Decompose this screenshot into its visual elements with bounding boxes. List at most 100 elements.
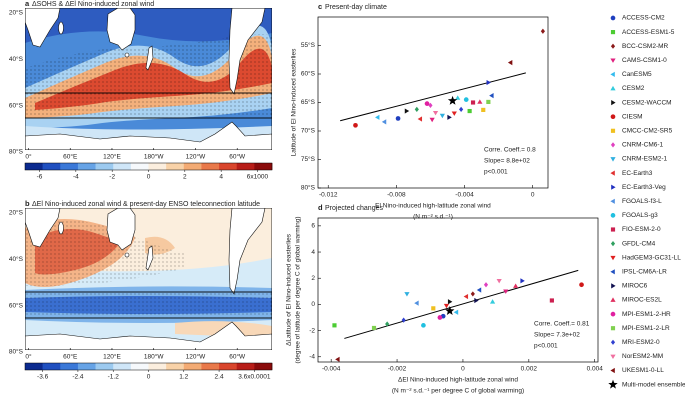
marker	[459, 106, 464, 112]
map-a-field	[25, 8, 272, 150]
x-tick-label: 0.002	[521, 366, 538, 373]
marker	[455, 95, 461, 100]
marker	[463, 293, 469, 300]
x-tick-label: -0.004	[322, 366, 341, 373]
legend-marker	[610, 142, 616, 148]
marker	[437, 315, 443, 320]
marker	[353, 122, 358, 128]
colorbar-segment	[25, 363, 43, 370]
colorbar-segment	[236, 363, 255, 370]
legend-label: MIROC-ES2L	[622, 297, 662, 304]
x-tick-label: 120°W	[186, 153, 206, 161]
x-tick-label: -0.002	[388, 366, 407, 373]
x-axis-label: El Nino-induced high-latitude zonal wind	[375, 203, 491, 210]
marker	[404, 292, 410, 297]
annotation: Corre. Coeff.= 0.81	[534, 321, 590, 328]
panel-title: ΔSOHS & ΔEl Nino-induced zonal wind	[32, 1, 154, 8]
y-tick-label: 60°S	[9, 301, 24, 309]
legend-label: MIROC6	[622, 283, 648, 290]
annotation: p<0.001	[534, 343, 558, 350]
y-tick-label: -2	[309, 327, 315, 334]
marker	[451, 111, 457, 116]
legend-label: CNRM-ESM2-1	[622, 156, 668, 163]
colorbar-segment	[183, 163, 202, 170]
panel-title: Present-day climate	[325, 4, 387, 11]
y-axis-label: Latitude of El Nino-induced easterlies	[291, 48, 298, 156]
colorbar-segment	[201, 363, 220, 370]
x-tick-label: 0	[531, 192, 535, 199]
marker	[477, 99, 483, 104]
x-axis-label: ΔEl Nino-induced high-latitude zonal win…	[398, 377, 518, 384]
y-tick-label: 80°S	[301, 184, 316, 192]
plot-frame	[317, 217, 599, 363]
legend-marker	[610, 297, 616, 302]
legend-marker	[610, 85, 616, 91]
legend-marker	[611, 100, 616, 106]
panel-label: b	[25, 199, 30, 208]
colorbar-tick-label: 4	[219, 174, 223, 181]
marker	[431, 306, 436, 311]
colorbar-segment	[130, 363, 149, 370]
legend-marker	[610, 114, 616, 120]
legend-marker	[610, 157, 616, 162]
legend-label: FIO-ESM-2-0	[622, 226, 661, 233]
legend-marker	[610, 58, 616, 63]
marker	[381, 119, 387, 125]
marker	[486, 99, 491, 105]
legend-label: CESM2-WACCM	[622, 99, 672, 106]
legend-label: HadGEM3-GC31-LL	[622, 254, 681, 261]
legend-marker	[610, 30, 616, 35]
colorbar-segment	[236, 163, 255, 170]
marker	[421, 323, 426, 328]
marker	[401, 317, 406, 323]
legend-label: NorESM2-MM	[622, 353, 663, 360]
colorbar-tick-label: -6	[37, 174, 43, 181]
colorbar-segment	[183, 363, 202, 370]
marker	[371, 325, 377, 331]
y-tick-label: 60°S	[9, 101, 24, 109]
y-tick-label: 0	[311, 301, 315, 308]
map-b-field	[25, 208, 272, 350]
marker	[507, 60, 513, 66]
colorbar-segment	[254, 163, 273, 170]
marker	[439, 113, 445, 119]
colorbar-segment	[95, 163, 114, 170]
colorbar-segment	[60, 163, 79, 170]
colorbar-segment	[166, 163, 185, 170]
fit-line	[344, 269, 579, 339]
panel-label: d	[318, 203, 323, 212]
x-tick-label: 120°E	[103, 353, 121, 361]
y-tick-label: 80°S	[9, 348, 24, 356]
colorbar-tick-label: -3.6	[37, 374, 49, 381]
marker	[467, 108, 472, 114]
colorbar-tick-label: 2	[183, 174, 187, 181]
marker	[428, 102, 433, 108]
y-tick-label: 2	[311, 275, 315, 282]
marker	[483, 282, 489, 288]
annotation: Slope= 7.3e+02	[534, 332, 580, 339]
marker	[489, 93, 494, 99]
colorbar-segment	[42, 163, 61, 170]
colorbar-segment	[42, 363, 61, 370]
legend-label: EC-Earth3	[622, 170, 653, 177]
marker	[470, 100, 476, 105]
marker	[332, 323, 337, 328]
marker	[470, 291, 475, 297]
marker	[476, 287, 482, 293]
legend-label: Multi-model ensemble	[622, 381, 685, 388]
marker	[489, 299, 496, 304]
y-axis-label: ΔLatitude of El Nino-induced easterlies	[286, 233, 293, 346]
marker	[520, 278, 525, 284]
legend-marker	[610, 71, 615, 77]
legend-label: ACCESS-ESM1-5	[622, 29, 675, 36]
marker	[453, 309, 459, 315]
y-tick-label: 60°S	[301, 70, 316, 78]
y-tick-label: 55°S	[301, 41, 316, 49]
y-tick-label: 70°S	[301, 127, 316, 135]
x-axis-unit: (N m⁻² s.d.⁻¹)	[413, 214, 453, 221]
x-tick-label: -0.012	[319, 192, 338, 199]
legend-marker	[611, 283, 616, 289]
legend-marker	[610, 198, 615, 204]
colorbar-segment	[130, 163, 149, 170]
marker	[335, 356, 340, 362]
